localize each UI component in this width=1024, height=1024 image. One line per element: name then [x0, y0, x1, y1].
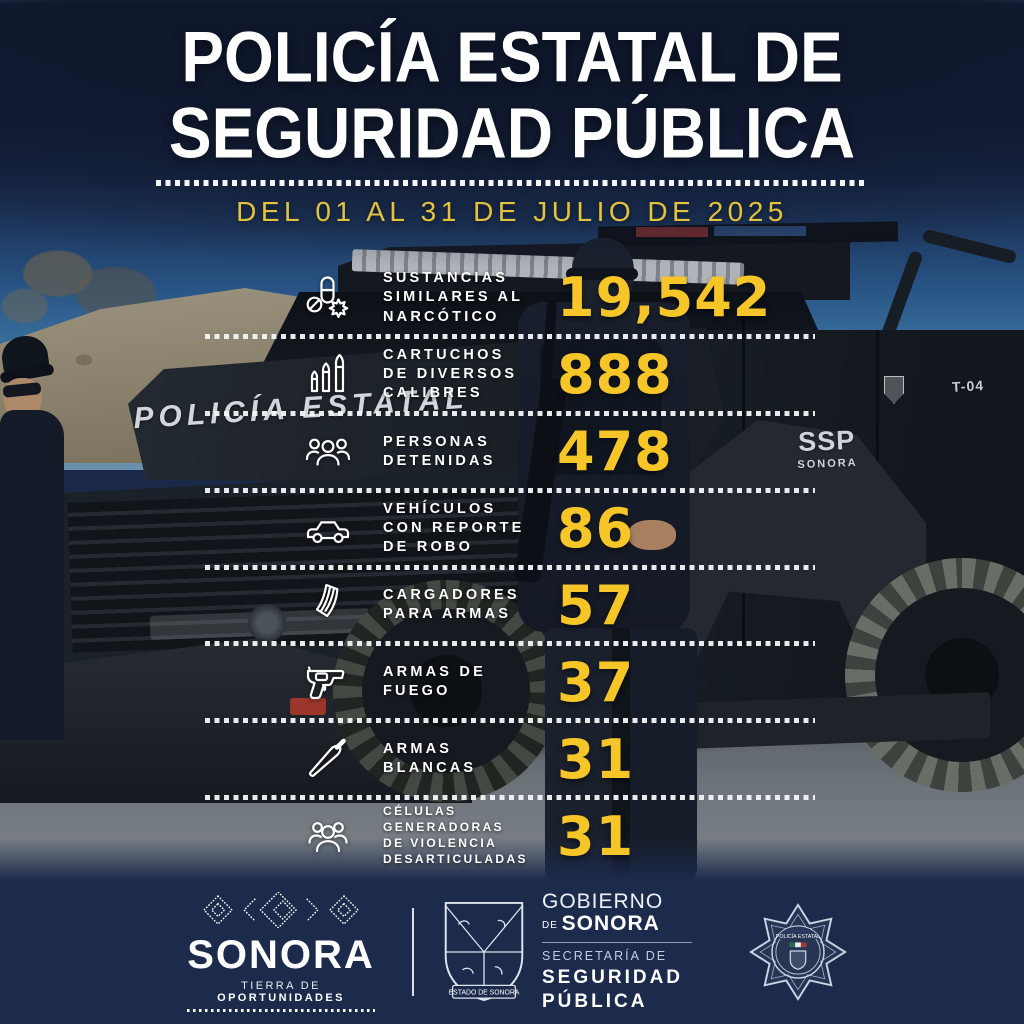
stat-row-sustancias: SUSTANCIAS SIMILARES AL NARCÓTICO 19,542: [205, 262, 815, 334]
stat-row-cargadores: CARGADORES PARA ARMAS 57: [205, 570, 815, 642]
stats-list: SUSTANCIAS SIMILARES AL NARCÓTICO 19,542…: [205, 262, 815, 872]
dotted-separator: [205, 641, 815, 647]
stat-value: 37: [557, 650, 635, 714]
stat-label: VEHÍCULOS CON REPORTE DE ROBO: [383, 500, 525, 556]
dotted-separator: [205, 410, 815, 416]
vehicle-tow-hook: [290, 698, 326, 715]
tagline-light: TIERRA DE: [241, 980, 321, 992]
text-divider-line: [542, 941, 692, 943]
knife-icon: [301, 735, 355, 783]
magazine-icon: [301, 581, 355, 629]
vehicle-front-wheel: [333, 580, 559, 802]
tagline-bold: OPORTUNIDADES: [217, 992, 345, 1004]
shield-caption: ESTADO DE SONORA: [449, 990, 520, 997]
vehicle-brand-badge: [248, 604, 286, 642]
header: POLICÍA ESTATAL DE SEGURIDAD PÚBLICA DEL…: [0, 19, 1024, 228]
title-dotted-divider: [156, 179, 868, 186]
de-label: DE: [542, 919, 562, 931]
stat-row-armas-fuego: ARMAS DE FUEGO 37: [205, 646, 815, 718]
sonora-tagline: TIERRA DE OPORTUNIDADES: [176, 980, 386, 1004]
stat-value: 86: [557, 497, 635, 561]
stat-row-personas: PERSONAS DETENIDAS 478: [205, 416, 815, 488]
sonora-dotted-underline: [187, 1009, 375, 1012]
dotted-separator: [205, 564, 815, 570]
dotted-separator: [205, 333, 815, 339]
stat-value: 888: [557, 343, 673, 407]
stat-row-cartuchos: CARTUCHOS DE DIVERSOS CALIBRES 888: [205, 339, 815, 411]
stat-value: 478: [557, 420, 673, 484]
dotted-separator: [205, 487, 815, 493]
sonora-bold-label: SONORA: [561, 911, 660, 935]
officer-left-torso: [0, 410, 64, 740]
secretaria-label: SECRETARÍA DE: [542, 948, 668, 963]
footer: SONORA TIERRA DE OPORTUNIDADES ESTADO DE…: [0, 880, 1024, 1024]
date-range-subtitle: DEL 01 AL 31 DE JULIO DE 2025: [236, 195, 788, 227]
stat-label: CARTUCHOS DE DIVERSOS CALIBRES: [383, 347, 518, 402]
title-line-2: SEGURIDAD PÚBLICA: [168, 92, 856, 174]
sonora-wordmark: SONORA: [187, 933, 375, 977]
vehicle-door-shield-icon: [884, 376, 904, 404]
gobierno-label: GOBIERNO: [542, 889, 664, 913]
stat-label: CARGADORES PARA ARMAS: [383, 587, 520, 623]
de-sonora-label: DE SONORA: [542, 911, 710, 935]
stat-value: 31: [557, 804, 635, 868]
stat-value: 57: [557, 573, 635, 637]
sonora-coat-of-arms: ESTADO DE SONORA: [444, 901, 524, 1002]
stat-value: 19,542: [557, 266, 772, 330]
people-icon: [301, 428, 355, 476]
stat-row-armas-blancas: ARMAS BLANCAS 31: [205, 723, 815, 795]
stat-label: ARMAS BLANCAS: [383, 741, 477, 777]
title-line-1: POLICÍA ESTATAL DE: [181, 16, 843, 98]
photo-top-vignette: [0, 0, 1024, 300]
page-title: POLICÍA ESTATAL DE SEGURIDAD PÚBLICA: [0, 16, 1024, 174]
ssp-text-block: GOBIERNO DE SONORA SECRETARÍA DE SEGURID…: [542, 889, 710, 1014]
publica-label: PÚBLICA: [542, 990, 648, 1012]
stat-label: SUSTANCIAS SIMILARES AL NARCÓTICO: [383, 270, 524, 325]
officer-hand: [628, 520, 676, 550]
stat-row-celulas: CÉLULAS GENERADORAS DE VIOLENCIA DESARTI…: [205, 800, 815, 872]
bullets-icon: [301, 351, 355, 399]
stat-row-vehiculos: VEHÍCULOS CON REPORTE DE ROBO 86: [205, 493, 815, 565]
stat-label: ARMAS DE FUEGO: [383, 664, 486, 700]
revolver-icon: [301, 658, 355, 706]
badge-banner-label: POLICÍA ESTATAL: [776, 933, 820, 940]
police-badge: POLICÍA ESTATAL: [748, 902, 848, 1002]
footer-fade: [0, 838, 1024, 884]
sonora-logo: SONORA TIERRA DE OPORTUNIDADES: [176, 891, 386, 1012]
police-star-icon: POLICÍA ESTATAL: [749, 903, 847, 1001]
footer-divider: [412, 908, 414, 996]
stat-label: CÉLULAS GENERADORAS DE VIOLENCIA DESARTI…: [383, 804, 528, 866]
cells-icon: [301, 812, 355, 860]
dotted-separator: [205, 795, 815, 801]
stat-value: 31: [557, 727, 635, 791]
sonora-diamonds-icon: [202, 891, 360, 929]
seguridad-label: SEGURIDAD: [542, 966, 684, 988]
car-icon: [301, 505, 355, 553]
stat-label: PERSONAS DETENIDAS: [383, 433, 496, 469]
drugs-icon: [301, 274, 355, 322]
dotted-separator: [205, 718, 815, 724]
